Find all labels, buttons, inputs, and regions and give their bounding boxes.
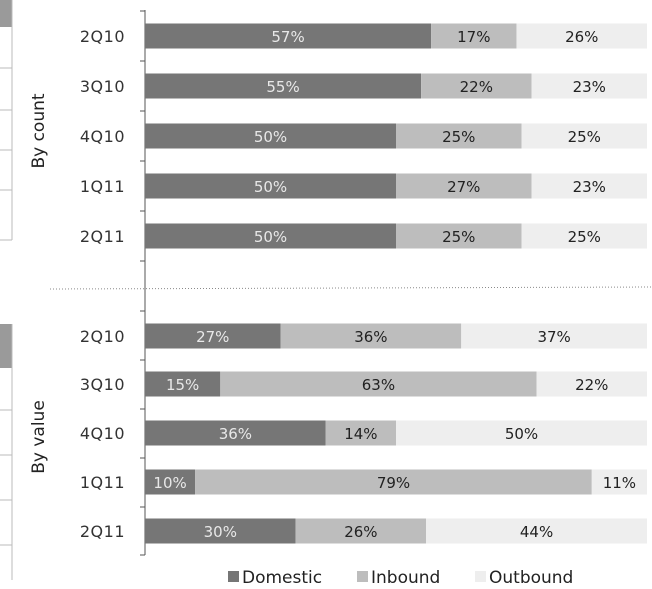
data-label: 27% (196, 328, 229, 346)
data-label: 27% (447, 178, 480, 196)
bar-segment-outbound (531, 173, 647, 199)
data-label: 17% (457, 28, 490, 46)
bar-segment-domestic (145, 469, 196, 495)
data-label: 55% (266, 78, 299, 96)
bar-segment-outbound (461, 323, 647, 349)
data-label: 26% (344, 523, 377, 541)
bars: 2Q10 57% 17% 26% 3Q10 55% 22% 23% 4Q10 50% 25% 25% 1… (80, 23, 647, 544)
legend-label-domestic: Domestic (242, 568, 322, 588)
bar-segment-inbound (421, 73, 532, 99)
category-label: 4Q10 (80, 127, 125, 146)
axes (140, 10, 146, 556)
data-label: 50% (254, 128, 287, 146)
bar-segment-domestic (145, 371, 221, 397)
category-label: 3Q10 (80, 375, 125, 394)
bar-segment-inbound (325, 420, 396, 446)
data-label: 11% (603, 474, 636, 492)
bar-segment-domestic (145, 420, 326, 446)
data-label: 37% (537, 328, 570, 346)
bar-segment-inbound (396, 223, 522, 249)
data-label: 36% (354, 328, 387, 346)
bar-segment-outbound (396, 420, 647, 446)
bar-segment-domestic (145, 323, 281, 349)
category-label: 2Q11 (80, 227, 125, 246)
data-label: 23% (573, 78, 606, 96)
data-label: 26% (565, 28, 598, 46)
legend-swatch-inbound (357, 571, 368, 582)
bar-segment-outbound (521, 123, 647, 149)
legend-label-inbound: Inbound (371, 568, 440, 588)
data-label: 79% (377, 474, 410, 492)
legend-label-outbound: Outbound (489, 568, 573, 588)
bar-segment-inbound (195, 469, 592, 495)
category-label: 2Q10 (80, 327, 125, 346)
category-label: 3Q10 (80, 77, 125, 96)
data-label: 25% (568, 128, 601, 146)
bar-segment-outbound (531, 73, 647, 99)
legend: Domestic Inbound Outbound (228, 568, 573, 588)
bar-segment-outbound (516, 23, 647, 49)
data-label: 44% (520, 523, 553, 541)
data-label: 15% (166, 376, 199, 394)
legend-swatch-outbound (475, 571, 486, 582)
data-label: 25% (442, 228, 475, 246)
bar-segment-domestic (145, 123, 396, 149)
bar-segment-domestic (145, 173, 396, 199)
category-label: 2Q10 (80, 27, 125, 46)
data-label: 22% (460, 78, 493, 96)
data-label: 25% (442, 128, 475, 146)
cropped-left-fragment (0, 0, 13, 580)
data-label: 50% (254, 178, 287, 196)
bar-segment-domestic (145, 73, 422, 99)
bar-segment-domestic (145, 518, 296, 544)
data-label: 25% (568, 228, 601, 246)
bar-segment-inbound (396, 123, 522, 149)
bar-segment-outbound (426, 518, 647, 544)
data-label: 23% (573, 178, 606, 196)
panel-label-by-count: By count (29, 93, 49, 168)
bar-segment-inbound (396, 173, 532, 199)
data-label: 14% (344, 425, 377, 443)
category-label: 2Q11 (80, 522, 125, 541)
data-label: 50% (505, 425, 538, 443)
bar-segment-outbound (591, 469, 647, 495)
bar-segment-outbound (536, 371, 647, 397)
data-label: 50% (254, 228, 287, 246)
bar-segment-inbound (280, 323, 462, 349)
data-label: 63% (362, 376, 395, 394)
category-label: 4Q10 (80, 424, 125, 443)
data-label: 57% (271, 28, 304, 46)
data-label: 36% (219, 425, 252, 443)
legend-swatch-domestic (228, 571, 239, 582)
data-label: 30% (204, 523, 237, 541)
panel-label-by-value: By value (29, 400, 49, 474)
bar-segment-inbound (295, 518, 427, 544)
category-label: 1Q11 (80, 177, 125, 196)
data-label: 10% (153, 474, 186, 492)
category-label: 1Q11 (80, 473, 125, 492)
bar-segment-domestic (145, 223, 396, 249)
bar-segment-outbound (521, 223, 647, 249)
bar-segment-inbound (220, 371, 537, 397)
panel-separator (49, 286, 652, 290)
bar-segment-inbound (431, 23, 517, 49)
data-label: 22% (575, 376, 608, 394)
bar-segment-domestic (145, 23, 432, 49)
